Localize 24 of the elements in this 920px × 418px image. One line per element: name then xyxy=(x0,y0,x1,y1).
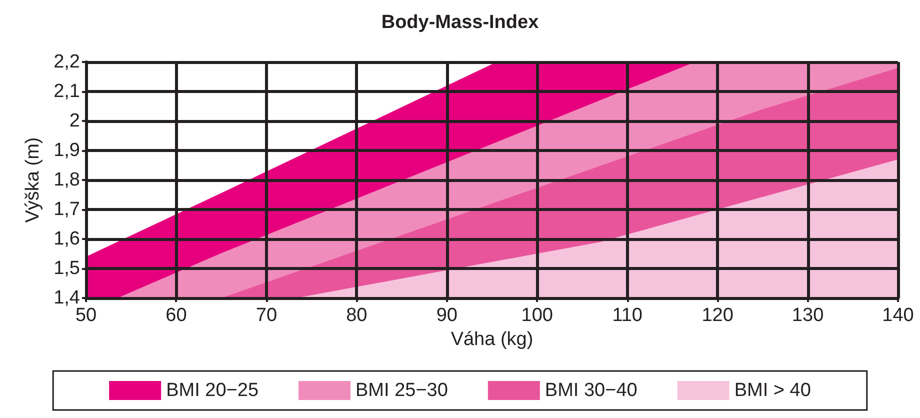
y-tick-label: 2,2 xyxy=(54,52,80,72)
x-tick-label: 140 xyxy=(882,305,914,326)
chart-title: Body-Mass-Index xyxy=(381,12,540,33)
x-tick-label: 80 xyxy=(346,305,368,326)
x-tick-label: 60 xyxy=(166,305,187,326)
legend-label: BMI > 40 xyxy=(734,380,811,401)
x-axis-title: Váha (kg) xyxy=(450,328,534,350)
y-tick-label: 1,6 xyxy=(54,228,80,250)
y-tick-label: 1,5 xyxy=(54,258,80,279)
x-tick-label: 70 xyxy=(256,305,278,326)
legend-label: BMI 25−30 xyxy=(356,380,448,401)
x-tick-label: 130 xyxy=(792,305,824,326)
x-tick-label: 100 xyxy=(521,305,553,326)
y-tick-label: 1,9 xyxy=(54,140,80,161)
x-tick-label: 110 xyxy=(612,305,642,326)
x-tick-label: 90 xyxy=(436,305,458,326)
y-axis-title: Výška (m) xyxy=(22,137,44,223)
y-tick-label: 2 xyxy=(69,110,80,132)
legend-label: BMI 30−40 xyxy=(544,380,638,401)
y-tick-label: 1,8 xyxy=(54,170,80,190)
x-tick-label: 120 xyxy=(702,305,734,326)
y-tick-label: 2,1 xyxy=(54,81,80,102)
y-tick-label: 1,7 xyxy=(54,199,80,220)
legend-label: BMI 20−25 xyxy=(166,380,259,401)
